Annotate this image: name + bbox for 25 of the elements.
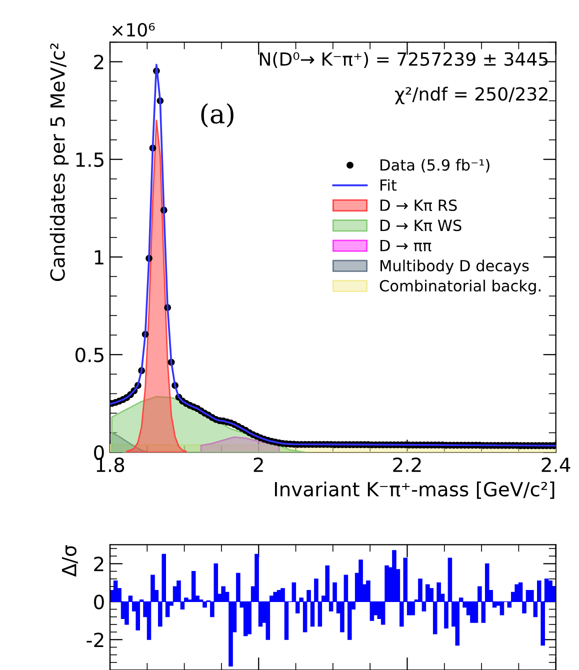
- legend-label: Data (5.9 fb⁻¹): [380, 158, 490, 173]
- y-tick-label: 0: [94, 594, 104, 610]
- annotation: χ²/ndf = 250/232: [395, 86, 548, 104]
- x-tick-label: 1.8: [96, 457, 124, 472]
- legend-label: D → ππ: [380, 240, 432, 252]
- x-axis-title: Invariant K⁻π⁺-mass [GeV/c²]: [274, 481, 554, 499]
- y-tick-label: 0.5: [76, 348, 104, 362]
- annotation: N(D⁰→ K⁻π⁺) = 7257239 ± 3445: [260, 52, 548, 68]
- annotation: (a): [201, 103, 234, 128]
- legend-label: D → Kπ WS: [380, 220, 462, 232]
- y-axis-title: Δ/σ: [62, 545, 78, 577]
- y-tick-label: -2: [86, 632, 104, 648]
- legend-label: Combinatorial backg.: [380, 280, 540, 295]
- y-tick-label: 2: [94, 556, 104, 572]
- y-tick-label: 1.5: [76, 152, 104, 168]
- legend-label: Multibody D decays: [380, 260, 529, 274]
- y-tick-label: 1: [94, 250, 104, 264]
- y-tick-label: 2: [94, 54, 104, 70]
- x-tick-label: 2.2: [393, 457, 421, 472]
- x-tick-label: 2.4: [542, 457, 570, 472]
- legend-label: Fit: [380, 179, 397, 191]
- x-tick-label: 2: [254, 457, 263, 472]
- y-axis-title: Candidates per 5 MeV/c²: [50, 43, 69, 281]
- text: ×10⁶: [112, 23, 155, 37]
- legend-label: D → Kπ RS: [380, 199, 457, 212]
